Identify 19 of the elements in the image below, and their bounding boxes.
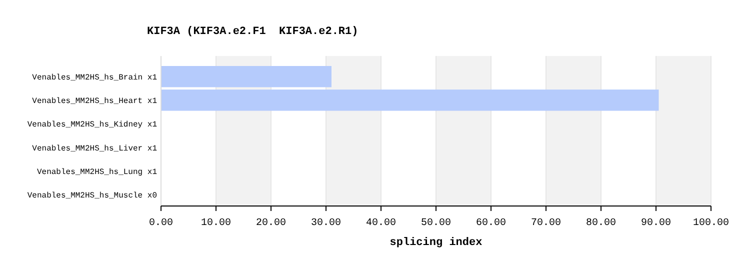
y-tick-label: Venables_MM2HS_hs_Lung x1: [36, 168, 158, 177]
x-tick-label: 90.00: [640, 218, 672, 229]
x-tick-label: 80.00: [586, 218, 616, 229]
x-tick-label: 20.00: [256, 218, 286, 229]
y-tick-label: Venables_MM2HS_hs_Brain x1: [32, 74, 158, 83]
x-tick-label: 40.00: [366, 218, 396, 229]
x-tick-label: 0.00: [148, 218, 174, 229]
y-tick-label: Venables_MM2HS_hs_Liver x1: [32, 144, 158, 154]
x-tick-label: 100.00: [692, 218, 730, 229]
x-tick-label: 50.00: [420, 218, 452, 229]
x-tick-label: 60.00: [476, 218, 506, 229]
x-tick-label: 10.00: [200, 218, 232, 229]
y-tick-label: Venables_MM2HS_hs_Kidney x1: [27, 120, 158, 130]
y-tick-label: Venables_MM2HS_hs_Muscle x0: [27, 191, 158, 200]
chart-title: KIF3A (KIF3A.e2.F1 KIF3A.e2.R1): [147, 26, 358, 38]
x-tick-label: 30.00: [310, 218, 342, 229]
x-axis-title: splicing index: [390, 237, 483, 249]
x-tick-label: 70.00: [530, 218, 562, 229]
y-tick-label: Venables_MM2HS_hs_Heart x1: [32, 97, 158, 106]
